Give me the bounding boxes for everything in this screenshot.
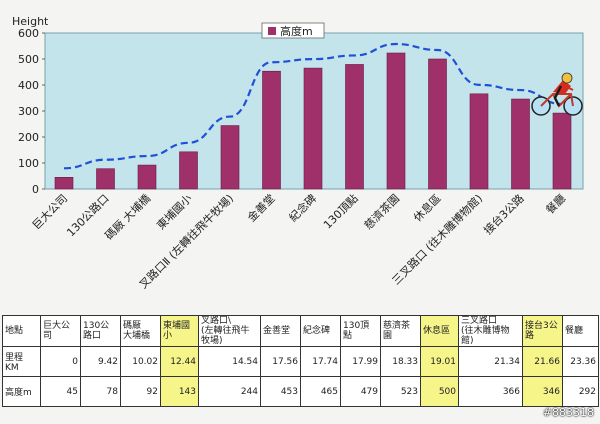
table-header-row: 地點 巨大公司 130公路口 碼厰 大埔橋 東埔國小 叉路口\ (左轉往飛牛牧場) 金善堂 紀念碑… [2,315,599,347]
y-tick-label: 200 [18,131,39,144]
table-header-cell: 130公路口 [80,315,121,347]
table-cell: 244 [198,376,261,407]
x-tick-label: 休息區 [410,191,443,224]
table-cell: 10.02 [120,346,161,377]
table-cell: 479 [340,376,381,407]
bar [303,67,323,190]
bar [96,168,115,190]
table-row: 里程 KM 0 9.42 10.02 12.44 14.54 17.56 17.74 17.99… [2,346,599,377]
x-tick-label: 東埔國小 [154,192,194,232]
legend-label: 高度m [280,24,313,38]
table-cell: 17.99 [340,346,381,377]
bar [345,64,364,190]
bar [54,177,74,190]
table-cell: 9.42 [80,346,121,377]
table-cell: 23.36 [562,346,599,377]
table-row-label: 里程 KM [2,346,41,377]
table-header-cell: 接台3公路 [522,315,563,347]
bar [552,112,572,190]
y-tick-label: 600 [18,27,39,40]
table-cell: 366 [458,376,523,407]
table-header-cell: 巨大公司 [40,315,81,347]
bars [54,52,572,190]
bar [386,52,406,190]
table-row-label: 高度m [2,376,41,407]
table-header-cell: 慈濟茶園 [380,315,421,347]
table-cell: 143 [160,376,199,407]
table-cell: 14.54 [198,346,261,377]
table-cell: 292 [562,376,599,407]
cyclist-icon [531,72,583,116]
watermark: #883318 [542,406,594,419]
bar [179,151,198,190]
y-tick-label: 300 [18,105,39,118]
table-cell: 500 [420,376,459,407]
bar [220,125,240,190]
y-tick-label: 100 [18,157,39,170]
bar [511,98,530,190]
table-cell: 21.34 [458,346,523,377]
table-cell: 523 [380,376,421,407]
legend-swatch [268,27,276,35]
x-tick-label: 紀念碑 [286,191,319,224]
table-cell: 346 [522,376,563,407]
table-cell: 17.74 [300,346,341,377]
table-cell: 453 [260,376,301,407]
table-header-cell: 三叉路口 (往木雕博物館) [458,315,523,347]
table-cell: 19.01 [420,346,459,377]
table-cell: 0 [40,346,81,377]
table-header-cell: 休息區 [420,315,459,347]
table-header-cell: 130頂點 [340,315,381,347]
bar [137,164,157,190]
x-tick-label: 接台3公路 [481,191,527,237]
bar [262,70,281,190]
y-axis: 0 100 200 300 400 500 600 [18,27,45,196]
x-tick-label: 130頂點 [321,192,361,232]
x-tick-label: 碼厰 大埔橋 [102,191,153,242]
data-table: 地點 巨大公司 130公路口 碼厰 大埔橋 東埔國小 叉路口\ (左轉往飛牛牧場) 金善堂 紀念碑… [2,315,599,407]
data-table-container: 地點 巨大公司 130公路口 碼厰 大埔橋 東埔國小 叉路口\ (左轉往飛牛牧場) 金善堂 紀念碑… [2,315,599,407]
table-cell: 21.66 [522,346,563,377]
table-header-cell: 金善堂 [260,315,301,347]
y-tick-label: 500 [18,53,39,66]
table-header-cell: 餐廳 [562,315,599,347]
table-header-cell: 碼厰 大埔橋 [120,315,161,347]
x-tick-label: 巨大公司 [29,191,70,232]
elevation-chart: 0 100 200 300 400 500 600 Height 高度m 巨大公司130公路… [12,15,584,291]
table-cell: 17.56 [260,346,301,377]
table-cell: 92 [120,376,161,407]
bar [469,93,489,190]
bar [428,58,447,190]
y-axis-label: Height [12,15,49,28]
table-cell: 78 [80,376,121,407]
table-cell: 45 [40,376,81,407]
table-row: 高度m 45 78 92 143 244 453 465 479 523 500 366 346 292 [2,376,599,407]
table-cell: 18.33 [380,346,421,377]
y-tick-label: 400 [18,79,39,92]
table-header-cell: 紀念碑 [300,315,341,347]
table-cell: 12.44 [160,346,199,377]
y-tick-label: 0 [32,183,39,196]
legend: 高度m [261,22,325,39]
table-header-cell: 東埔國小 [160,315,199,347]
x-tick-label: 金善堂 [244,191,277,224]
x-tick-label: 慈濟茶園 [361,191,402,232]
table-header-cell: 叉路口\ (左轉往飛牛牧場) [198,315,261,347]
table-cell: 465 [300,376,341,407]
table-corner: 地點 [2,315,41,347]
trend-line [63,42,563,170]
x-tick-label: 餐廳 [543,191,568,216]
legend-box [261,22,325,39]
